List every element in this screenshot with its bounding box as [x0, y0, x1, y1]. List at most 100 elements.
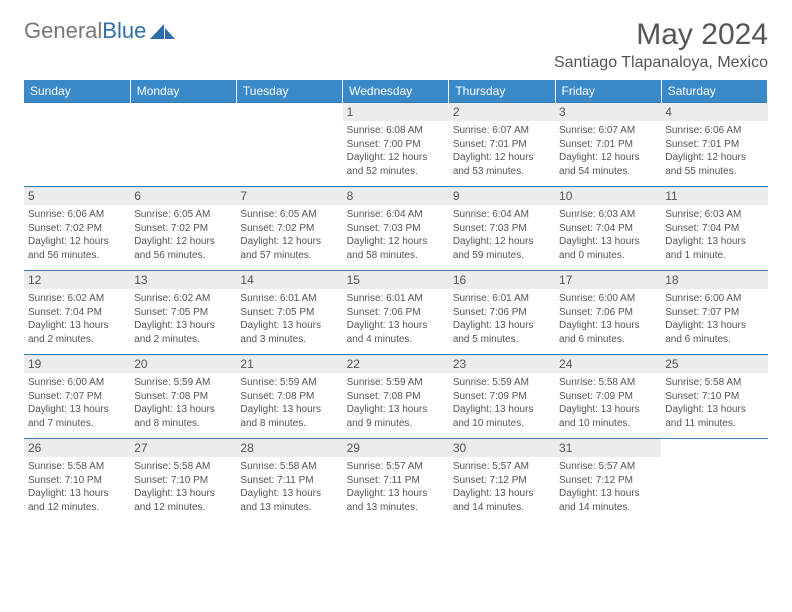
day-details: Sunrise: 6:02 AMSunset: 7:04 PMDaylight:…	[24, 289, 130, 354]
day-details: Sunrise: 5:58 AMSunset: 7:10 PMDaylight:…	[661, 373, 767, 438]
calendar-cell: 30Sunrise: 5:57 AMSunset: 7:12 PMDayligh…	[449, 439, 555, 523]
calendar-cell: 27Sunrise: 5:58 AMSunset: 7:10 PMDayligh…	[130, 439, 236, 523]
day-details: Sunrise: 6:01 AMSunset: 7:06 PMDaylight:…	[343, 289, 449, 354]
calendar-cell: 6Sunrise: 6:05 AMSunset: 7:02 PMDaylight…	[130, 187, 236, 271]
day-number: 23	[449, 355, 555, 373]
logo-text-1: General	[24, 18, 102, 44]
day-details: Sunrise: 6:00 AMSunset: 7:06 PMDaylight:…	[555, 289, 661, 354]
month-title: May 2024	[554, 18, 768, 52]
calendar-cell: 21Sunrise: 5:59 AMSunset: 7:08 PMDayligh…	[236, 355, 342, 439]
calendar-cell: 4Sunrise: 6:06 AMSunset: 7:01 PMDaylight…	[661, 103, 767, 187]
calendar-cell: 19Sunrise: 6:00 AMSunset: 7:07 PMDayligh…	[24, 355, 130, 439]
day-number: 27	[130, 439, 236, 457]
day-details: Sunrise: 6:03 AMSunset: 7:04 PMDaylight:…	[555, 205, 661, 270]
weekday-header: Saturday	[661, 80, 767, 103]
calendar-cell: 10Sunrise: 6:03 AMSunset: 7:04 PMDayligh…	[555, 187, 661, 271]
day-details: Sunrise: 6:00 AMSunset: 7:07 PMDaylight:…	[661, 289, 767, 354]
calendar-cell: 22Sunrise: 5:59 AMSunset: 7:08 PMDayligh…	[343, 355, 449, 439]
day-number: 24	[555, 355, 661, 373]
day-details: Sunrise: 6:01 AMSunset: 7:05 PMDaylight:…	[236, 289, 342, 354]
calendar-cell: 11Sunrise: 6:03 AMSunset: 7:04 PMDayligh…	[661, 187, 767, 271]
day-number: 4	[661, 103, 767, 121]
day-number: 6	[130, 187, 236, 205]
day-details: Sunrise: 6:00 AMSunset: 7:07 PMDaylight:…	[24, 373, 130, 438]
calendar-cell: 28Sunrise: 5:58 AMSunset: 7:11 PMDayligh…	[236, 439, 342, 523]
day-details: Sunrise: 5:57 AMSunset: 7:12 PMDaylight:…	[555, 457, 661, 522]
day-number: 30	[449, 439, 555, 457]
day-number: 8	[343, 187, 449, 205]
day-number: 19	[24, 355, 130, 373]
calendar-cell: 5Sunrise: 6:06 AMSunset: 7:02 PMDaylight…	[24, 187, 130, 271]
calendar-cell: 16Sunrise: 6:01 AMSunset: 7:06 PMDayligh…	[449, 271, 555, 355]
logo-sail-icon	[150, 22, 176, 40]
day-number: 13	[130, 271, 236, 289]
day-details: Sunrise: 6:05 AMSunset: 7:02 PMDaylight:…	[236, 205, 342, 270]
day-number: 31	[555, 439, 661, 457]
weekday-header: Thursday	[449, 80, 555, 103]
calendar-cell	[236, 103, 342, 187]
day-details: Sunrise: 6:06 AMSunset: 7:02 PMDaylight:…	[24, 205, 130, 270]
calendar-cell: 23Sunrise: 5:59 AMSunset: 7:09 PMDayligh…	[449, 355, 555, 439]
day-details: Sunrise: 6:06 AMSunset: 7:01 PMDaylight:…	[661, 121, 767, 186]
day-number: 16	[449, 271, 555, 289]
day-number: 29	[343, 439, 449, 457]
day-number: 9	[449, 187, 555, 205]
day-details: Sunrise: 5:59 AMSunset: 7:08 PMDaylight:…	[343, 373, 449, 438]
day-number: 11	[661, 187, 767, 205]
day-number: 12	[24, 271, 130, 289]
day-details: Sunrise: 6:04 AMSunset: 7:03 PMDaylight:…	[449, 205, 555, 270]
day-details: Sunrise: 6:04 AMSunset: 7:03 PMDaylight:…	[343, 205, 449, 270]
day-details: Sunrise: 5:58 AMSunset: 7:10 PMDaylight:…	[130, 457, 236, 522]
calendar-cell: 2Sunrise: 6:07 AMSunset: 7:01 PMDaylight…	[449, 103, 555, 187]
calendar-cell: 1Sunrise: 6:08 AMSunset: 7:00 PMDaylight…	[343, 103, 449, 187]
calendar-cell	[661, 439, 767, 523]
weekday-header: Tuesday	[236, 80, 342, 103]
day-details: Sunrise: 6:07 AMSunset: 7:01 PMDaylight:…	[555, 121, 661, 186]
day-number: 20	[130, 355, 236, 373]
day-number: 7	[236, 187, 342, 205]
calendar-cell	[24, 103, 130, 187]
day-number: 26	[24, 439, 130, 457]
brand-logo: GeneralBlue	[24, 18, 176, 44]
day-number: 18	[661, 271, 767, 289]
day-details: Sunrise: 6:05 AMSunset: 7:02 PMDaylight:…	[130, 205, 236, 270]
calendar-table: SundayMondayTuesdayWednesdayThursdayFrid…	[24, 80, 768, 522]
day-number: 5	[24, 187, 130, 205]
day-details: Sunrise: 5:57 AMSunset: 7:11 PMDaylight:…	[343, 457, 449, 522]
day-details: Sunrise: 5:59 AMSunset: 7:08 PMDaylight:…	[130, 373, 236, 438]
day-details: Sunrise: 5:58 AMSunset: 7:09 PMDaylight:…	[555, 373, 661, 438]
calendar-cell: 8Sunrise: 6:04 AMSunset: 7:03 PMDaylight…	[343, 187, 449, 271]
day-number: 10	[555, 187, 661, 205]
calendar-cell	[130, 103, 236, 187]
day-number: 22	[343, 355, 449, 373]
day-details: Sunrise: 6:07 AMSunset: 7:01 PMDaylight:…	[449, 121, 555, 186]
day-number: 2	[449, 103, 555, 121]
calendar-cell: 24Sunrise: 5:58 AMSunset: 7:09 PMDayligh…	[555, 355, 661, 439]
calendar-cell: 7Sunrise: 6:05 AMSunset: 7:02 PMDaylight…	[236, 187, 342, 271]
weekday-header: Sunday	[24, 80, 130, 103]
calendar-cell: 13Sunrise: 6:02 AMSunset: 7:05 PMDayligh…	[130, 271, 236, 355]
calendar-cell: 18Sunrise: 6:00 AMSunset: 7:07 PMDayligh…	[661, 271, 767, 355]
day-details: Sunrise: 5:59 AMSunset: 7:09 PMDaylight:…	[449, 373, 555, 438]
day-details: Sunrise: 6:01 AMSunset: 7:06 PMDaylight:…	[449, 289, 555, 354]
calendar-cell: 31Sunrise: 5:57 AMSunset: 7:12 PMDayligh…	[555, 439, 661, 523]
day-details: Sunrise: 5:58 AMSunset: 7:11 PMDaylight:…	[236, 457, 342, 522]
weekday-header: Monday	[130, 80, 236, 103]
day-details: Sunrise: 5:59 AMSunset: 7:08 PMDaylight:…	[236, 373, 342, 438]
day-number: 17	[555, 271, 661, 289]
calendar-cell: 14Sunrise: 6:01 AMSunset: 7:05 PMDayligh…	[236, 271, 342, 355]
day-details: Sunrise: 5:58 AMSunset: 7:10 PMDaylight:…	[24, 457, 130, 522]
day-number: 25	[661, 355, 767, 373]
calendar-cell: 26Sunrise: 5:58 AMSunset: 7:10 PMDayligh…	[24, 439, 130, 523]
calendar-cell: 20Sunrise: 5:59 AMSunset: 7:08 PMDayligh…	[130, 355, 236, 439]
day-details: Sunrise: 5:57 AMSunset: 7:12 PMDaylight:…	[449, 457, 555, 522]
weekday-header: Wednesday	[343, 80, 449, 103]
calendar-cell: 17Sunrise: 6:00 AMSunset: 7:06 PMDayligh…	[555, 271, 661, 355]
day-details: Sunrise: 6:03 AMSunset: 7:04 PMDaylight:…	[661, 205, 767, 270]
day-number: 21	[236, 355, 342, 373]
calendar-cell: 12Sunrise: 6:02 AMSunset: 7:04 PMDayligh…	[24, 271, 130, 355]
day-details: Sunrise: 6:08 AMSunset: 7:00 PMDaylight:…	[343, 121, 449, 186]
location-label: Santiago Tlapanaloya, Mexico	[554, 54, 768, 72]
calendar-cell: 15Sunrise: 6:01 AMSunset: 7:06 PMDayligh…	[343, 271, 449, 355]
day-number: 3	[555, 103, 661, 121]
